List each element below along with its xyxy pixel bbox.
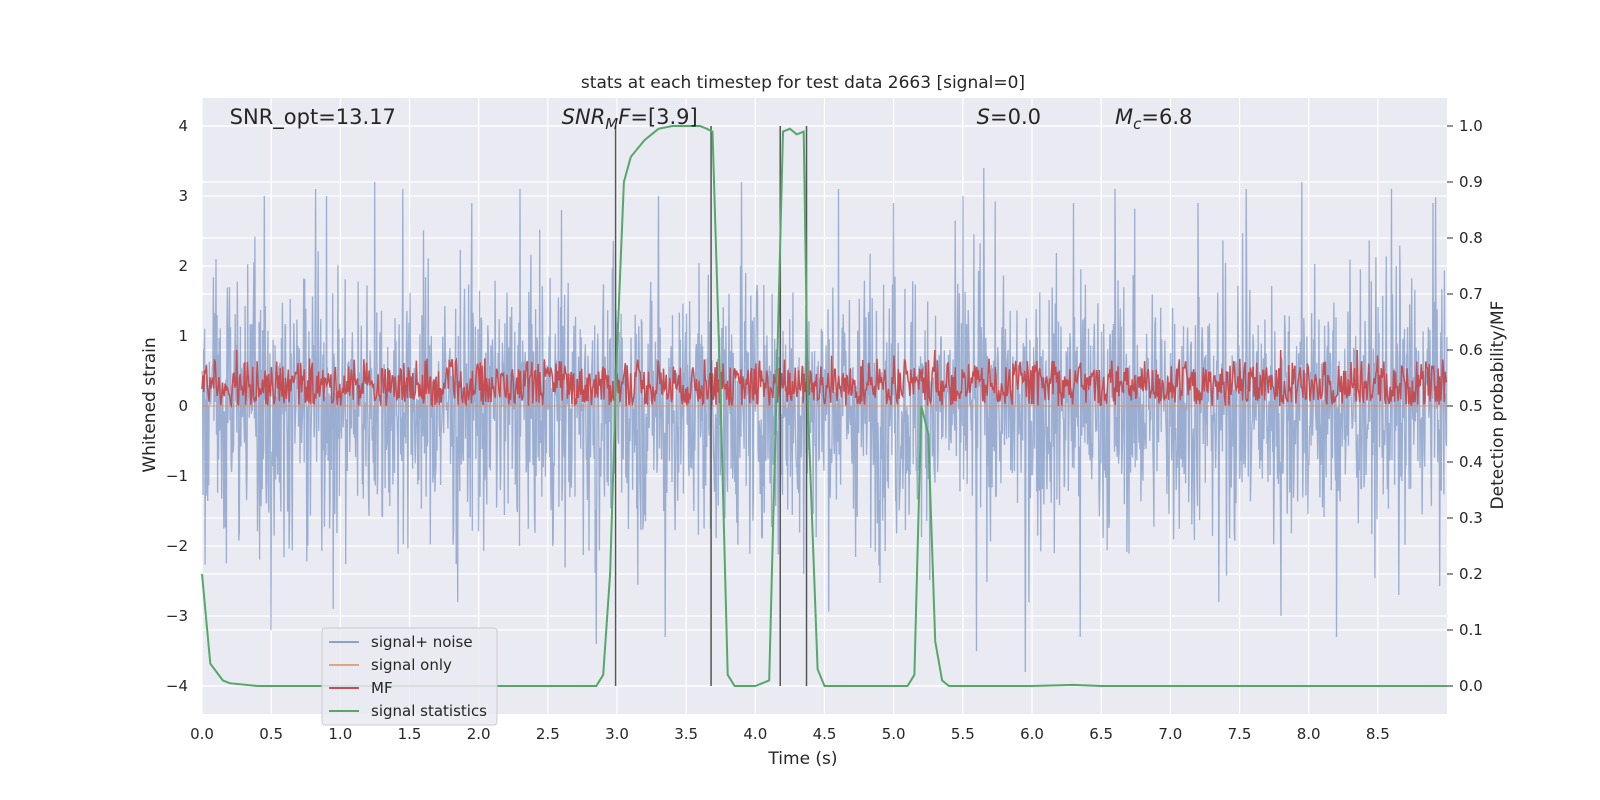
left-y-tick-label: 3 bbox=[178, 187, 188, 205]
left-y-axis-ticks: 4 3 2 1 0 −1 −2 −3 −4 bbox=[166, 117, 188, 695]
x-axis-label: Time (s) bbox=[767, 749, 837, 769]
legend-label: MF bbox=[371, 679, 393, 697]
x-tick-label: 2.0 bbox=[467, 725, 491, 743]
right-y-tick-label: 0.2 bbox=[1459, 565, 1483, 583]
left-y-tick-label: −3 bbox=[166, 607, 188, 625]
x-tick-label: 3.0 bbox=[605, 725, 629, 743]
right-y-tick-label: 0.7 bbox=[1459, 285, 1483, 303]
left-y-tick-label: −4 bbox=[166, 677, 188, 695]
right-y-tick-label: 0.3 bbox=[1459, 509, 1483, 527]
x-tick-label: 4.0 bbox=[743, 725, 767, 743]
x-tick-label: 0.0 bbox=[190, 725, 214, 743]
right-y-tick-label: 1.0 bbox=[1459, 117, 1483, 135]
x-tick-label: 7.5 bbox=[1228, 725, 1252, 743]
right-y-tick-label: 0.9 bbox=[1459, 173, 1483, 191]
legend-box bbox=[321, 627, 498, 726]
right-y-tick-label: 0.6 bbox=[1459, 341, 1483, 359]
left-y-tick-label: 2 bbox=[178, 257, 188, 275]
series-line-mf bbox=[201, 349, 1448, 409]
right-y-tick-label: 0.1 bbox=[1459, 621, 1483, 639]
chart-title: stats at each timestep for test data 266… bbox=[581, 73, 1025, 93]
mf-series bbox=[201, 349, 1448, 409]
x-tick-label: 5.0 bbox=[882, 725, 906, 743]
left-y-tick-label: −1 bbox=[166, 467, 188, 485]
x-tick-label: 5.5 bbox=[951, 725, 975, 743]
annotation-0: SNR_opt=13.17 bbox=[230, 105, 396, 130]
right-y-tick-label: 0.4 bbox=[1459, 453, 1483, 471]
x-tick-label: 7.0 bbox=[1158, 725, 1182, 743]
series-line-signal-statistics bbox=[201, 125, 1447, 687]
x-tick-label: 1.0 bbox=[328, 725, 352, 743]
left-y-tick-label: 4 bbox=[178, 117, 188, 135]
annotation-3: Mc=6.8 bbox=[1115, 105, 1192, 133]
left-y-axis-label: Whitened strain bbox=[140, 337, 160, 472]
x-tick-label: 0.5 bbox=[259, 725, 283, 743]
left-y-tick-label: 1 bbox=[178, 327, 188, 345]
x-tick-label: 6.0 bbox=[1020, 725, 1044, 743]
right-y-tick-label: 0.8 bbox=[1459, 229, 1483, 247]
legend-label: signal+ noise bbox=[371, 633, 473, 651]
x-tick-label: 4.5 bbox=[813, 725, 837, 743]
legend-label: signal statistics bbox=[371, 702, 487, 720]
right-y-axis-ticks: 1.0 0.9 0.8 0.7 0.6 0.5 0.4 0.3 0.2 0.1 0.0 bbox=[1447, 117, 1483, 695]
x-tick-label: 8.0 bbox=[1297, 725, 1321, 743]
annotations: SNR_opt=13.17 SNRMF=[3.9] S=0.0 Mc=6.8 bbox=[230, 105, 1193, 133]
annotation-2: S=0.0 bbox=[977, 105, 1041, 129]
x-tick-label: 8.5 bbox=[1366, 725, 1390, 743]
left-y-tick-label: 0 bbox=[178, 397, 188, 415]
annotation-1: SNRMF=[3.9] bbox=[562, 105, 698, 133]
legend: signal+ noise signal only MF signal statist… bbox=[321, 627, 498, 726]
x-tick-label: 3.5 bbox=[674, 725, 698, 743]
x-axis-ticks: 0.0 0.5 1.0 1.5 2.0 2.5 3.0 3.5 4.0 4.5 5.0 5.5 6.0 6… bbox=[190, 725, 1390, 743]
x-tick-label: 6.5 bbox=[1089, 725, 1113, 743]
signal-statistics-series bbox=[201, 125, 1447, 687]
x-tick-label: 2.5 bbox=[536, 725, 560, 743]
legend-label: signal only bbox=[371, 656, 452, 674]
right-y-tick-label: 0.5 bbox=[1459, 397, 1483, 415]
right-y-axis-label: Detection probability/MF bbox=[1488, 301, 1508, 510]
left-y-tick-label: −2 bbox=[166, 537, 188, 555]
right-y-tick-label: 0.0 bbox=[1459, 677, 1483, 695]
x-tick-label: 1.5 bbox=[398, 725, 422, 743]
